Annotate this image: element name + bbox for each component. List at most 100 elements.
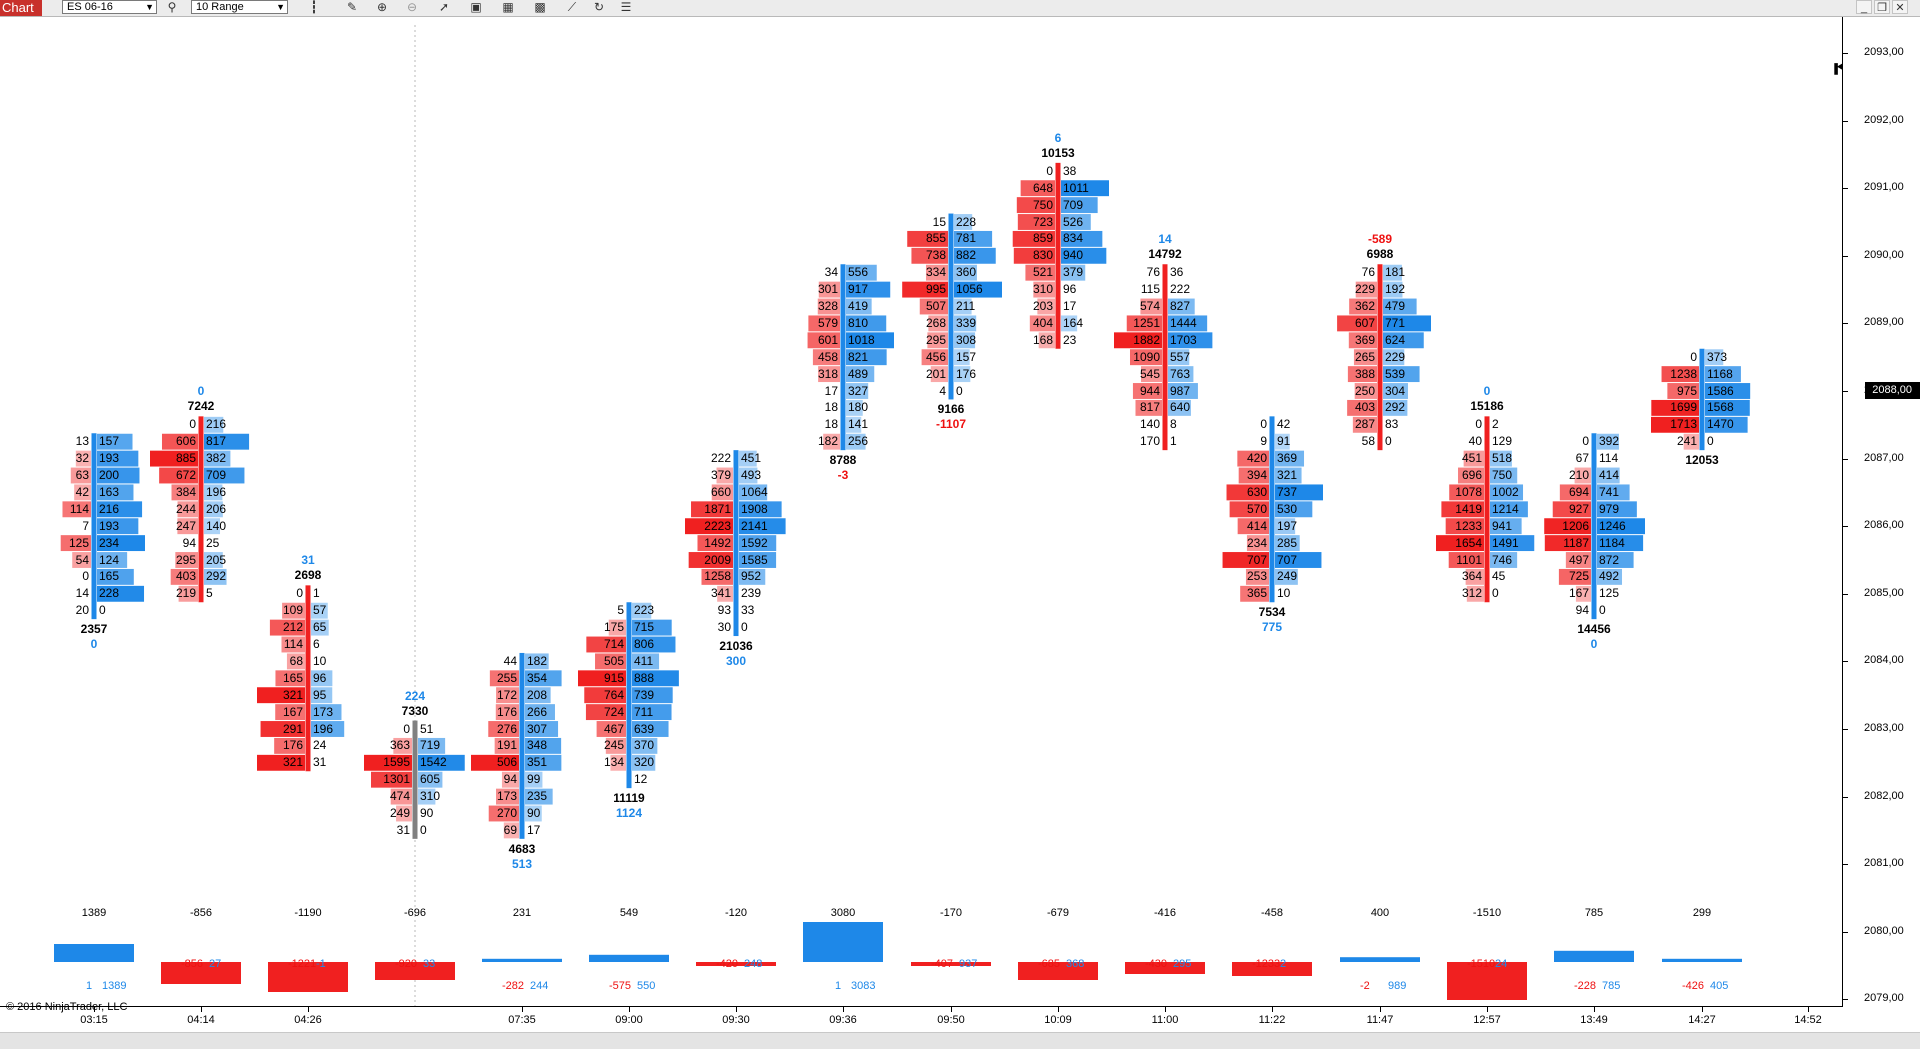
delta-pair-right: 244 [530,980,549,992]
bid-volume-label: 168 [1032,332,1053,347]
zoom-in-icon[interactable]: ⊕ [376,0,388,14]
ask-volume-cell [1383,349,1405,366]
time-tick [522,1007,523,1012]
ask-volume-label: 1214 [1492,501,1519,516]
net-delta-label: 549 [619,907,639,919]
bid-volume-label: 458 [817,349,838,364]
bid-volume-label: 175 [603,620,624,635]
ask-volume-cell [846,315,887,332]
bid-volume-cell [75,450,91,467]
properties-icon[interactable]: ☰ [620,0,632,14]
bar-body [91,433,97,620]
price-tick-label: 2084,00 [1864,654,1904,667]
ask-volume-label: 492 [1599,569,1620,584]
ask-volume-label: 140 [206,518,227,533]
bid-volume-label: 630 [1246,484,1267,499]
bid-volume-cell [685,518,733,535]
bid-volume-label: 140 [1139,417,1160,432]
delta-pair-left: -685 [1038,958,1061,970]
bid-volume-label: 4 [939,383,946,398]
ask-volume-label: 129 [1492,434,1513,449]
ask-volume-cell [1705,366,1741,383]
price-tick-label: 2091,00 [1864,181,1904,194]
ask-volume-label: 17 [527,822,541,837]
pencil-icon[interactable]: ✎ [346,0,358,14]
refresh-icon[interactable]: ↻ [593,0,605,14]
ask-volume-label: 196 [313,721,334,736]
bid-volume-cell [281,636,305,653]
ask-volume-cell [739,501,782,518]
ask-volume-label: 114 [1599,451,1619,466]
bid-volume-cell [1559,484,1591,501]
bid-volume-label: 672 [175,468,196,483]
bid-volume-label: 18 [824,417,838,432]
ask-volume-label: 99 [527,772,541,787]
cumulative-delta-bar [1447,962,1527,1000]
delta-pair-left: -1510 [1467,958,1496,970]
ask-volume-label: 0 [1707,434,1714,449]
search-icon[interactable]: ⚲ [167,0,177,14]
bar-body [198,416,204,603]
indicators-icon[interactable]: ▦ [502,0,514,14]
strategies-icon[interactable]: ▩ [534,0,546,14]
ask-volume-label: 771 [1385,315,1406,330]
price-axis[interactable]: 2093,00 2092,00 2091,00 2090,00 2089,00 2088,… [1843,17,1920,1006]
bid-volume-label: 1187 [1563,535,1589,550]
time-tick-label: 11:00 [1151,1014,1179,1026]
bid-volume-label: 694 [1568,484,1589,499]
time-tick-label: 11:47 [1366,1014,1394,1026]
bid-volume-cell [1140,298,1162,315]
ask-volume-cell [1597,501,1637,518]
price-tick-label: 2080,00 [1864,924,1904,937]
bid-volume-cell [925,264,948,281]
horizontal-scrollbar[interactable] [0,1032,1920,1049]
bid-volume-cell [1349,298,1377,315]
ask-volume-cell [1061,197,1098,214]
ask-volume-label: 489 [848,366,869,381]
ask-volume-cell [954,332,976,349]
price-tick-label: 2093,00 [1864,46,1904,58]
minimize-button[interactable]: _ [1856,0,1872,14]
bid-volume-label: 125 [68,535,89,550]
price-tick-label: 2090,00 [1864,248,1904,261]
time-tick [1165,1007,1166,1012]
bid-volume-label: 328 [817,299,838,314]
bid-volume-label: 229 [1354,282,1375,297]
ask-volume-cell [204,501,223,518]
bid-volume-cell [921,349,948,366]
time-axis[interactable]: 03:15 04:14 04:26 07:35 09:00 09:30 09:36 09:50… [0,1006,1843,1031]
bid-volume-cell [1226,484,1269,501]
bid-volume-label: 245 [603,738,624,753]
ask-volume-cell [846,349,887,366]
draw-objects-icon[interactable]: ⟋ [567,0,577,14]
bar-style-icon[interactable]: ┇ [310,0,318,14]
ask-volume-label: 228 [956,214,977,229]
ask-volume-cell [525,805,542,822]
net-delta-label: -1190 [294,907,322,919]
bid-volume-label: 0 [1475,417,1482,432]
bar-body [412,720,418,839]
close-button[interactable]: ✕ [1892,0,1908,14]
ask-volume-label: 2 [1492,417,1499,432]
ask-volume-label: 411 [634,653,654,668]
instrument-selector[interactable]: ES 06-16 ▼ [62,0,157,14]
restore-button[interactable]: ❐ [1874,0,1890,14]
data-box-icon[interactable]: ▣ [470,0,482,14]
interval-selector[interactable]: 10 Range ▼ [191,0,288,14]
bid-volume-cell [1465,568,1484,585]
ask-volume-label: 1064 [741,484,768,499]
chart-panel[interactable]: 13 157 32 193 63 200 42 163 114 216 7 193 125 234 54 12… [0,17,1857,1013]
ask-volume-cell [1383,264,1402,281]
price-tick [1843,796,1848,798]
chart-tab[interactable]: Chart [0,0,42,16]
ask-volume-label: 222 [1170,282,1191,297]
ask-volume-cell [1275,568,1298,585]
zoom-out-icon[interactable]: ⊖ [406,0,418,14]
bar-volume-top: 2698 [294,568,322,583]
bid-volume-cell [364,754,412,771]
bid-volume-label: 14 [75,586,89,601]
pointer-icon[interactable]: ➚ [438,0,450,14]
bid-volume-label: 1713 [1670,417,1697,432]
bid-volume-cell [928,315,948,332]
bid-volume-cell [1651,416,1699,433]
